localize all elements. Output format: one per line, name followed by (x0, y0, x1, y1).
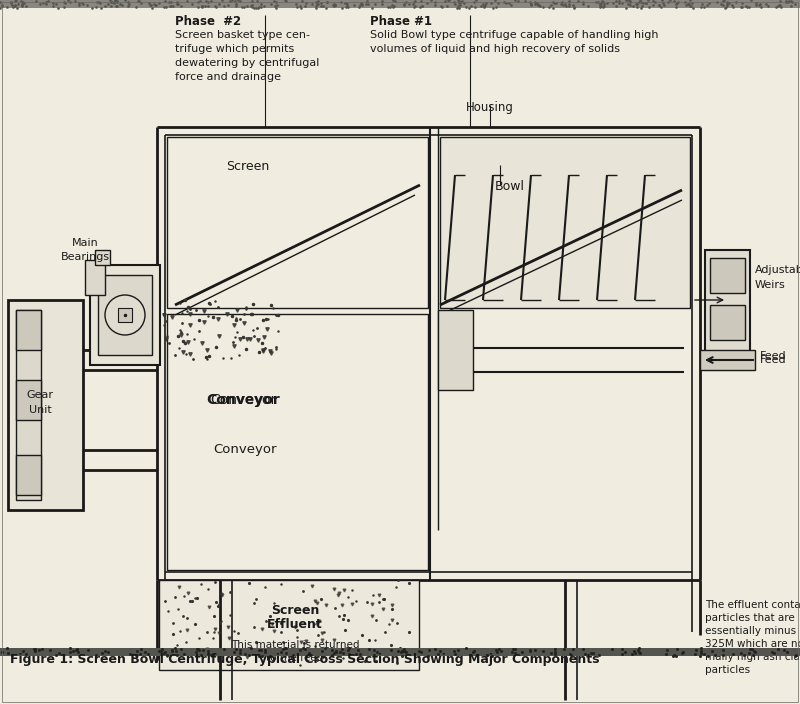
Bar (0, 648, 800, 656)
Text: essentially minus: essentially minus (705, 626, 796, 636)
Text: mally high ash clay: mally high ash clay (705, 652, 800, 662)
Text: Bearings: Bearings (61, 252, 110, 262)
Bar (159, 580, 419, 670)
Text: 325M which are nor-: 325M which are nor- (705, 639, 800, 649)
Text: Phase  #2: Phase #2 (175, 15, 241, 28)
Bar (438, 310, 473, 390)
Text: Effluent: Effluent (267, 619, 323, 631)
Text: Screen basket type cen-: Screen basket type cen- (175, 30, 310, 40)
Text: Bowl: Bowl (495, 180, 525, 194)
Bar (700, 350, 755, 370)
Bar (95, 250, 110, 265)
Text: particles that are: particles that are (705, 613, 794, 623)
Text: Feed: Feed (760, 355, 786, 365)
Text: Main: Main (72, 238, 98, 248)
Text: Weirs: Weirs (755, 280, 786, 290)
Text: Feed: Feed (760, 351, 786, 361)
Bar (85, 260, 105, 295)
Text: Screen: Screen (226, 160, 270, 172)
Text: Conveyor: Conveyor (206, 393, 280, 407)
Text: Solid Bowl type centrifuge capable of handling high: Solid Bowl type centrifuge capable of ha… (370, 30, 658, 40)
Bar (705, 250, 750, 370)
Bar (16, 310, 41, 350)
Text: force and drainage: force and drainage (175, 72, 281, 82)
Bar (710, 305, 745, 340)
Circle shape (105, 295, 145, 335)
Bar (16, 310, 41, 500)
Text: Conveyor: Conveyor (214, 444, 277, 456)
Bar (16, 380, 41, 420)
Text: trifuge which permits: trifuge which permits (175, 44, 294, 54)
Bar (98, 275, 152, 355)
Text: Conveyor: Conveyor (210, 393, 276, 407)
Text: Figure 1: Screen Bowl Centrifuge, Typical Cross Section Showing Major Components: Figure 1: Screen Bowl Centrifuge, Typica… (10, 653, 599, 667)
Text: Gear: Gear (26, 390, 54, 400)
Bar (118, 308, 132, 322)
Bar (90, 265, 160, 365)
Text: The effluent contains: The effluent contains (705, 600, 800, 610)
Text: Phase #1: Phase #1 (370, 15, 432, 28)
Text: volumes of liquid and high recovery of solids: volumes of liquid and high recovery of s… (370, 44, 620, 54)
Text: Unit: Unit (29, 405, 51, 415)
Text: dewatering by centrifugal: dewatering by centrifugal (175, 58, 319, 68)
Bar (8, 300, 83, 510)
Text: This material is returned: This material is returned (230, 640, 359, 650)
Text: to the feed: to the feed (266, 653, 324, 663)
Bar (167, 137, 428, 308)
Text: Adjustable: Adjustable (755, 265, 800, 275)
Text: particles: particles (705, 665, 750, 675)
Text: Screen: Screen (271, 603, 319, 617)
Bar (440, 137, 690, 308)
Bar (167, 314, 428, 570)
Bar (710, 258, 745, 293)
Text: Housing: Housing (466, 101, 514, 115)
Bar (0, 0, 800, 8)
Bar (16, 455, 41, 495)
